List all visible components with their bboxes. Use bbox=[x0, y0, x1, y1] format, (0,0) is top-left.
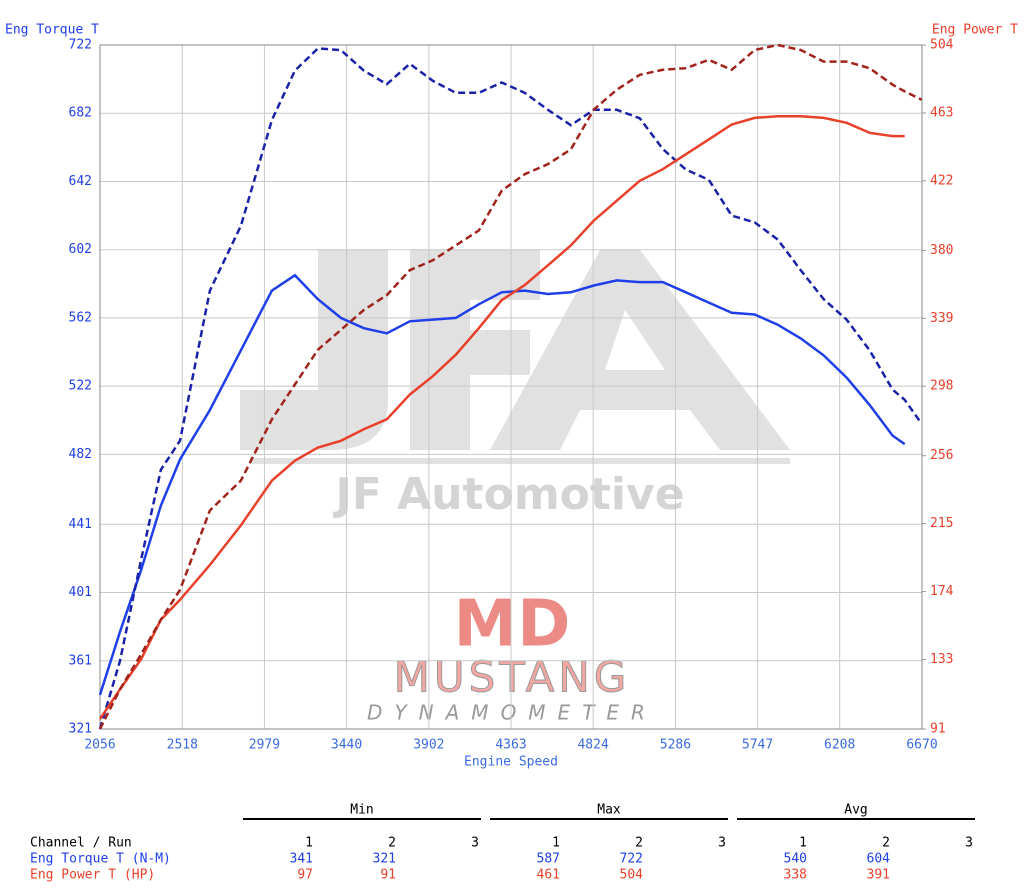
cell: 461 bbox=[537, 868, 560, 883]
row-label: Eng Torque T (N-M) bbox=[30, 852, 171, 867]
y-tick-label: 441 bbox=[69, 517, 92, 532]
cell: 341 bbox=[290, 852, 313, 867]
x-tick-label: 4824 bbox=[577, 738, 608, 753]
y-tick-label: 522 bbox=[69, 379, 92, 394]
run-header: 1 bbox=[305, 836, 313, 851]
cell: 391 bbox=[867, 868, 890, 883]
y-tick-label: 482 bbox=[69, 447, 92, 462]
run-header: 1 bbox=[799, 836, 807, 851]
data-line bbox=[98, 47, 923, 730]
y2-tick-label: 380 bbox=[930, 243, 953, 258]
x-tick-label: 2056 bbox=[84, 738, 115, 753]
y2-tick-label: 422 bbox=[930, 173, 953, 188]
y2-tick-label: 174 bbox=[930, 584, 954, 599]
y2-axis-title: Eng Power T bbox=[932, 23, 1018, 38]
x-tick-label: 5747 bbox=[742, 738, 773, 753]
y-tick-label: 321 bbox=[69, 722, 92, 737]
cell: 722 bbox=[620, 852, 643, 867]
run-header: 2 bbox=[388, 836, 396, 851]
run-header: 2 bbox=[882, 836, 890, 851]
plot: 2056 2518 2979 3440 3902 4363 4824 5286 5747 6208… bbox=[69, 38, 954, 753]
logo-j bbox=[240, 250, 388, 450]
run-header: 3 bbox=[718, 836, 726, 851]
y-tick-label: 642 bbox=[69, 174, 92, 189]
channel-header: Channel / Run bbox=[30, 836, 132, 851]
y-tick-label: 722 bbox=[69, 38, 92, 53]
run-header: 3 bbox=[471, 836, 479, 851]
row-label: Eng Power T (HP) bbox=[30, 868, 155, 883]
data-line bbox=[98, 43, 923, 730]
y-tick-label: 401 bbox=[69, 585, 92, 600]
y2-tick-label: 463 bbox=[930, 105, 953, 120]
y-tick-label: 361 bbox=[69, 653, 92, 668]
x-axis-title: Engine Speed bbox=[464, 755, 558, 770]
cell: 91 bbox=[380, 868, 396, 883]
y-tick-label: 682 bbox=[69, 106, 92, 121]
run-header: 3 bbox=[965, 836, 973, 851]
y2-tick-label: 133 bbox=[930, 652, 953, 667]
x-tick-label: 3440 bbox=[331, 738, 362, 753]
y2-tick-label: 215 bbox=[930, 516, 953, 531]
y2-tick-label: 91 bbox=[930, 722, 946, 737]
data-line bbox=[98, 114, 905, 720]
logo-f bbox=[410, 250, 540, 450]
y-tick-label: 562 bbox=[69, 310, 92, 325]
y2-tick-label: 339 bbox=[930, 311, 953, 326]
logo-a bbox=[490, 250, 790, 450]
y2-tick-label: 256 bbox=[930, 448, 953, 463]
y2-tick-label: 298 bbox=[930, 379, 953, 394]
group-header: Min bbox=[350, 803, 373, 818]
run-header: 1 bbox=[552, 836, 560, 851]
x-tick-label: 3902 bbox=[413, 738, 444, 753]
cell: 587 bbox=[537, 852, 560, 867]
x-tick-label: 4363 bbox=[495, 738, 526, 753]
watermark-text: JF Automotive bbox=[332, 469, 684, 520]
plot-frame bbox=[99, 44, 923, 730]
y-tick-label: 602 bbox=[69, 242, 92, 257]
cell: 321 bbox=[373, 852, 396, 867]
x-tick-label: 2518 bbox=[167, 738, 198, 753]
cell: 604 bbox=[867, 852, 891, 867]
group-header: Max bbox=[597, 803, 621, 818]
cell: 97 bbox=[297, 868, 313, 883]
y2-tick-label: 504 bbox=[930, 38, 954, 53]
cell: 540 bbox=[784, 852, 807, 867]
watermark bbox=[240, 250, 790, 464]
watermark-text: DYNAMOMETER bbox=[367, 701, 657, 725]
group-header: Avg bbox=[844, 803, 867, 818]
watermark-text: MD bbox=[454, 588, 571, 662]
y-axis-title: Eng Torque T bbox=[5, 23, 99, 38]
x-tick-label: 5286 bbox=[660, 738, 691, 753]
x-tick-label: 2979 bbox=[249, 738, 280, 753]
x-tick-label: 6670 bbox=[906, 738, 937, 753]
cell: 338 bbox=[784, 868, 807, 883]
cell: 504 bbox=[620, 868, 644, 883]
x-tick-label: 6208 bbox=[824, 738, 855, 753]
run-header: 2 bbox=[635, 836, 643, 851]
logo-bar bbox=[250, 458, 790, 464]
